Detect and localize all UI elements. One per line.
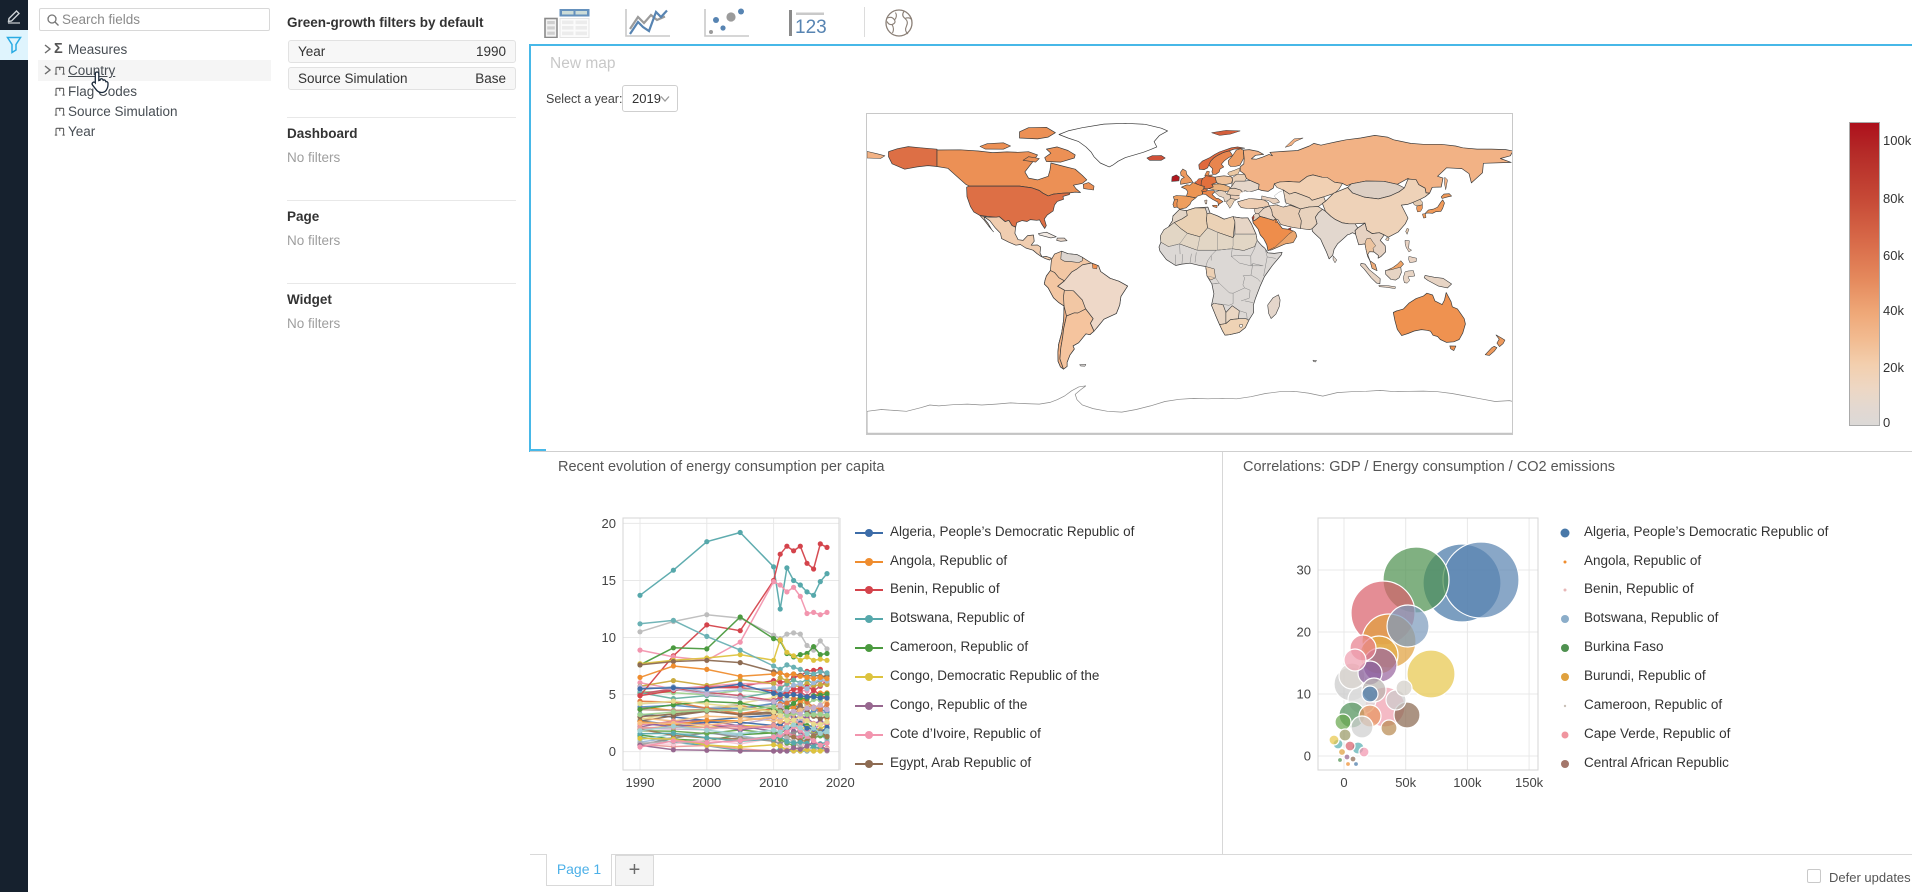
svg-text:0: 0 xyxy=(609,744,616,759)
svg-text:2020: 2020 xyxy=(826,775,855,790)
svg-text:50k: 50k xyxy=(1395,775,1416,790)
svg-text:100k: 100k xyxy=(1453,775,1482,790)
svg-text:150k: 150k xyxy=(1515,775,1544,790)
svg-text:10: 10 xyxy=(1297,687,1311,702)
svg-text:1990: 1990 xyxy=(626,775,655,790)
svg-text:30: 30 xyxy=(1297,563,1311,578)
svg-text:0: 0 xyxy=(1340,775,1347,790)
svg-text:2000: 2000 xyxy=(692,775,721,790)
svg-text:2010: 2010 xyxy=(759,775,788,790)
svg-text:0: 0 xyxy=(1304,749,1311,764)
svg-text:5: 5 xyxy=(609,687,616,702)
svg-text:123: 123 xyxy=(795,17,827,38)
svg-text:10: 10 xyxy=(602,630,616,645)
svg-text:15: 15 xyxy=(602,573,616,588)
svg-text:20: 20 xyxy=(602,516,616,531)
svg-text:20: 20 xyxy=(1297,625,1311,640)
